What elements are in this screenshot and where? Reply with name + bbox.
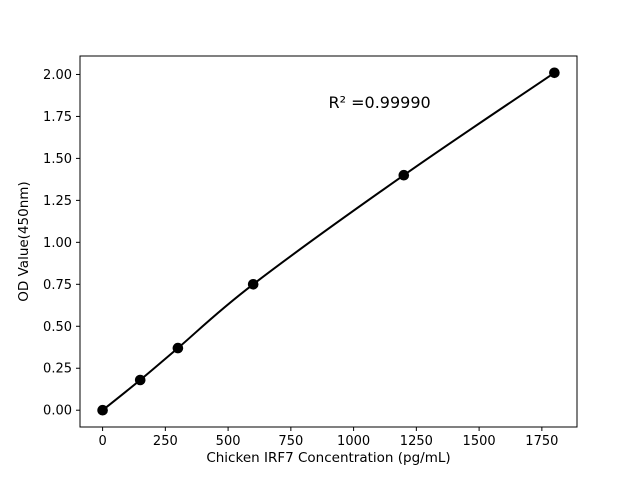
y-tick-label: 0.25 — [43, 362, 72, 377]
data-points — [97, 67, 560, 416]
x-tick-label: 750 — [278, 434, 303, 449]
y-tick-label: 0.75 — [43, 278, 72, 293]
data-point-marker — [134, 374, 146, 386]
y-axis-label: OD Value(450nm) — [16, 181, 32, 301]
data-point-marker — [549, 67, 560, 79]
data-point-marker — [97, 404, 108, 416]
x-tick-label: 250 — [153, 434, 178, 449]
y-tick-label: 1.25 — [43, 194, 72, 209]
y-tick-label: 2.00 — [43, 68, 72, 83]
plot-area — [79, 55, 578, 428]
y-tick-label: 1.75 — [43, 110, 72, 125]
y-tick-label: 0.00 — [43, 404, 72, 419]
y-axis: 0.00 0.25 0.50 0.75 1.00 1.25 1.50 1.75 2.00 — [43, 68, 80, 419]
y-tick-label: 1.00 — [43, 236, 72, 251]
x-tick-label: 1500 — [463, 434, 496, 449]
x-tick-label: 1250 — [400, 434, 433, 449]
y-tick-label: 1.50 — [43, 152, 72, 167]
data-point-marker — [247, 279, 259, 290]
x-axis: 0 250 500 750 1000 1250 1500 1750 — [98, 427, 558, 449]
x-tick-label: 1750 — [525, 434, 558, 449]
r-squared-annotation: R² =0.99990 — [329, 93, 431, 112]
y-tick-label: 0.50 — [43, 320, 72, 335]
x-tick-label: 500 — [216, 434, 241, 449]
x-axis-label: Chicken IRF7 Concentration (pg/mL) — [206, 450, 450, 466]
data-point-marker — [398, 169, 410, 181]
x-tick-label: 1000 — [337, 434, 370, 449]
x-tick-label: 0 — [98, 434, 106, 449]
data-point-marker — [172, 342, 184, 354]
